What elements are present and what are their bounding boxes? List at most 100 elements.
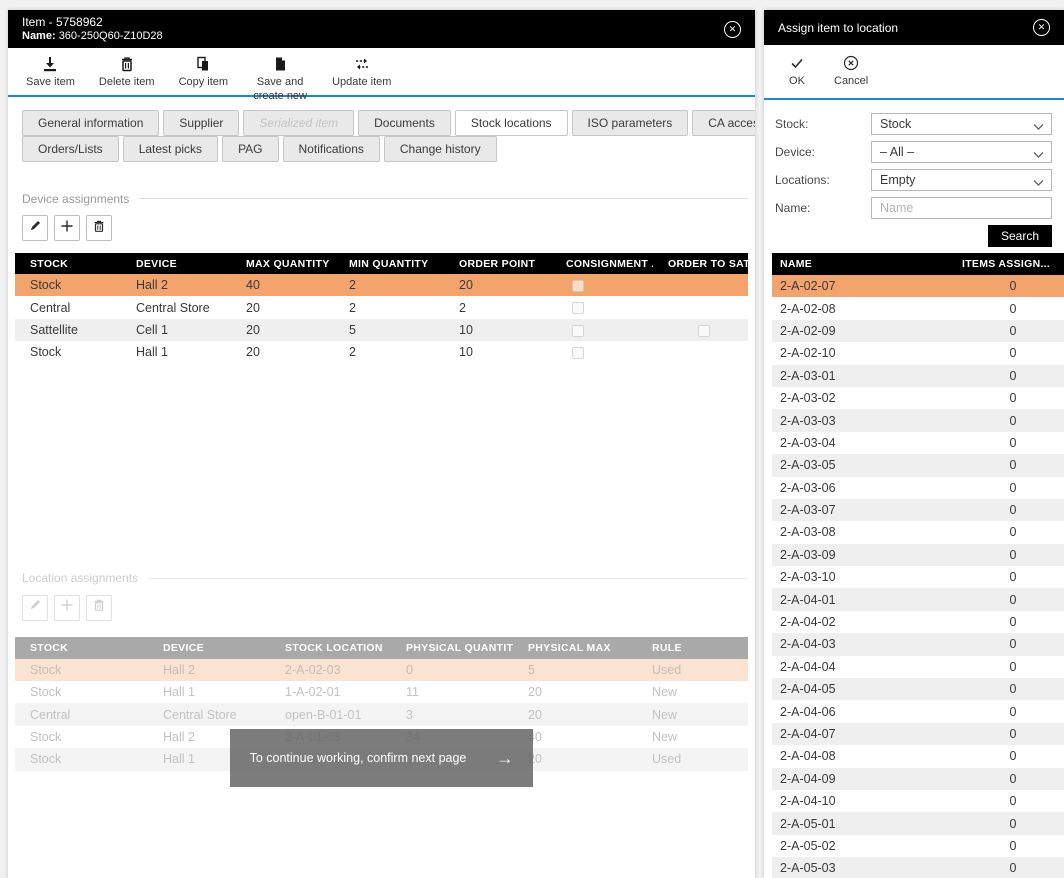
consignment-checkbox[interactable] bbox=[572, 302, 584, 315]
location-row[interactable]: 2-A-04-05 0 bbox=[772, 678, 1064, 701]
col-device: DEVICE bbox=[163, 641, 204, 654]
tab[interactable]: Stock locations bbox=[454, 110, 568, 136]
location-row[interactable]: 2-A-03-04 0 bbox=[772, 431, 1064, 455]
location-row[interactable]: 2-A-03-02 0 bbox=[772, 386, 1064, 410]
stock-select[interactable]: Stock bbox=[871, 113, 1052, 135]
pencil-icon bbox=[28, 219, 42, 238]
delete-item-button[interactable]: Delete item bbox=[99, 55, 155, 88]
consignment-checkbox[interactable] bbox=[572, 324, 584, 337]
location-row[interactable]: 2-A-03-03 0 bbox=[772, 409, 1064, 432]
overlay-message: To continue working, confirm next page bbox=[249, 751, 467, 765]
plus-icon bbox=[60, 219, 74, 238]
location-row[interactable]: 2-A-05-03 0 bbox=[772, 857, 1064, 878]
edit-button-disabled bbox=[22, 594, 48, 621]
item-window: Item - 5758962 Name: 360-250Q60-Z10D28 ✕… bbox=[8, 10, 755, 878]
location-row[interactable]: 2-A-04-09 0 bbox=[772, 767, 1064, 790]
location-row[interactable]: 2-A-04-08 0 bbox=[772, 745, 1064, 768]
assign-filter-form: Stock: Stock Device: – All – Locations: … bbox=[764, 100, 1064, 247]
col-physical-max: PHYSICAL MAX bbox=[528, 641, 611, 654]
device-assignment-row[interactable]: Central Central Store 20 2 2 bbox=[15, 296, 748, 319]
col-stock: STOCK bbox=[30, 641, 69, 654]
tab[interactable]: Serialized item bbox=[243, 110, 355, 136]
col-physical-quantity: PHYSICAL QUANTITY... bbox=[406, 641, 513, 654]
item-toolbar: Save item Delete item Copy item Save and… bbox=[8, 48, 755, 102]
location-row[interactable]: 2-A-04-07 0 bbox=[772, 722, 1064, 746]
tab[interactable]: ISO parameters bbox=[571, 110, 689, 136]
ok-button[interactable]: OK bbox=[788, 54, 806, 87]
location-row[interactable]: 2-A-03-06 0 bbox=[772, 476, 1064, 499]
tab-row-1: General information Supplier Serialized it… bbox=[22, 110, 755, 136]
location-row[interactable]: 2-A-04-04 0 bbox=[772, 655, 1064, 679]
order-to-satellite-checkbox[interactable] bbox=[698, 324, 710, 337]
save-item-button[interactable]: Save item bbox=[26, 55, 75, 88]
tabstrip: General information Supplier Serialized it… bbox=[22, 110, 755, 162]
col-min-quantity: MIN QUANTITY bbox=[349, 257, 429, 270]
location-row[interactable]: 2-A-04-02 0 bbox=[772, 610, 1064, 634]
tab[interactable]: Documents bbox=[358, 110, 451, 136]
location-row[interactable]: 2-A-04-06 0 bbox=[772, 700, 1064, 723]
close-icon[interactable]: ✕ bbox=[724, 20, 741, 38]
trash-icon bbox=[92, 598, 106, 617]
device-assignment-row[interactable]: Stock Hall 2 40 2 20 bbox=[15, 274, 748, 297]
col-max-quantity: MAX QUANTITY bbox=[246, 257, 330, 270]
location-row[interactable]: 2-A-02-08 0 bbox=[772, 297, 1064, 320]
delete-button[interactable] bbox=[86, 215, 112, 241]
tab[interactable]: Orders/Lists bbox=[22, 136, 119, 162]
location-row[interactable]: 2-A-03-09 0 bbox=[772, 543, 1064, 567]
copy-item-button[interactable]: Copy item bbox=[179, 55, 228, 88]
tab[interactable]: General information bbox=[22, 110, 160, 136]
col-items-assigned: ITEMS ASSIGN... bbox=[962, 258, 1051, 270]
location-assignments-table: STOCK DEVICE STOCK LOCATION PHYSICAL QUA… bbox=[15, 636, 748, 771]
device-assignments-table: STOCK DEVICE MAX QUANTITY MIN QUANTITY O… bbox=[15, 253, 748, 364]
tab[interactable]: CA access bbox=[692, 110, 755, 136]
col-stock-location: STOCK LOCATION bbox=[285, 641, 383, 654]
location-row[interactable]: 2-A-05-01 0 bbox=[772, 812, 1064, 835]
search-button[interactable]: Search bbox=[987, 225, 1052, 247]
location-row[interactable]: 2-A-05-02 0 bbox=[772, 834, 1064, 858]
device-assignment-row[interactable]: Stock Hall 1 20 2 10 bbox=[15, 341, 748, 364]
location-row[interactable]: 2-A-02-10 0 bbox=[772, 342, 1064, 365]
location-row[interactable]: 2-A-03-10 0 bbox=[772, 566, 1064, 589]
update-item-button[interactable]: Update item bbox=[332, 55, 391, 88]
add-button[interactable] bbox=[54, 215, 80, 241]
trash-icon bbox=[118, 55, 136, 73]
location-row[interactable]: 2-A-03-01 0 bbox=[772, 364, 1064, 387]
location-row[interactable]: 2-A-02-09 0 bbox=[772, 319, 1064, 343]
circle-x-icon bbox=[842, 54, 860, 72]
location-row[interactable]: 2-A-04-03 0 bbox=[772, 633, 1064, 656]
edit-button[interactable] bbox=[22, 215, 48, 241]
assign-item-panel: Assign item to location ✕ OK Cancel Stoc… bbox=[764, 10, 1064, 878]
item-name-label: Name: bbox=[22, 29, 56, 42]
device-select[interactable]: – All – bbox=[871, 141, 1052, 163]
locations-select[interactable]: Empty bbox=[871, 169, 1052, 191]
assign-panel-titlebar: Assign item to location ✕ bbox=[764, 10, 1064, 45]
tab[interactable]: Latest picks bbox=[122, 136, 219, 162]
location-assignment-row: Stock Hall 1 1-A-02-01 11 20 New bbox=[15, 680, 748, 704]
cancel-button[interactable]: Cancel bbox=[834, 54, 868, 87]
close-icon[interactable]: ✕ bbox=[1033, 19, 1050, 36]
save-and-create-new-button[interactable]: Save and create new bbox=[252, 55, 308, 104]
tab[interactable]: Supplier bbox=[163, 110, 240, 136]
location-row[interactable]: 2-A-03-05 0 bbox=[772, 454, 1064, 477]
plus-icon bbox=[60, 598, 74, 617]
location-row[interactable]: 2-A-03-08 0 bbox=[772, 521, 1064, 544]
col-device: DEVICE bbox=[136, 257, 177, 270]
device-assignment-row[interactable]: Sattellite Cell 1 20 5 10 bbox=[15, 318, 748, 342]
copy-icon bbox=[194, 55, 212, 73]
location-row[interactable]: 2-A-04-10 0 bbox=[772, 789, 1064, 813]
tab[interactable]: Change history bbox=[383, 136, 497, 162]
tab[interactable]: PAG bbox=[222, 136, 279, 162]
location-row[interactable]: 2-A-03-07 0 bbox=[772, 498, 1064, 522]
location-row[interactable]: 2-A-02-07 0 bbox=[772, 275, 1064, 298]
locations-label: Locations: bbox=[775, 173, 830, 187]
name-input[interactable] bbox=[871, 197, 1052, 219]
arrow-right-icon[interactable]: → bbox=[496, 748, 514, 768]
tab[interactable]: Notifications bbox=[282, 136, 380, 162]
location-row[interactable]: 2-A-04-01 0 bbox=[772, 588, 1064, 611]
consignment-checkbox[interactable] bbox=[572, 279, 584, 292]
consignment-checkbox[interactable] bbox=[572, 347, 584, 360]
tab-row-2: Orders/Lists Latest picks PAG Notifications… bbox=[22, 136, 741, 162]
device-table-header: STOCK DEVICE MAX QUANTITY MIN QUANTITY O… bbox=[15, 253, 748, 274]
device-label: Device: bbox=[775, 145, 816, 159]
location-table-header: STOCK DEVICE STOCK LOCATION PHYSICAL QUA… bbox=[15, 636, 748, 659]
